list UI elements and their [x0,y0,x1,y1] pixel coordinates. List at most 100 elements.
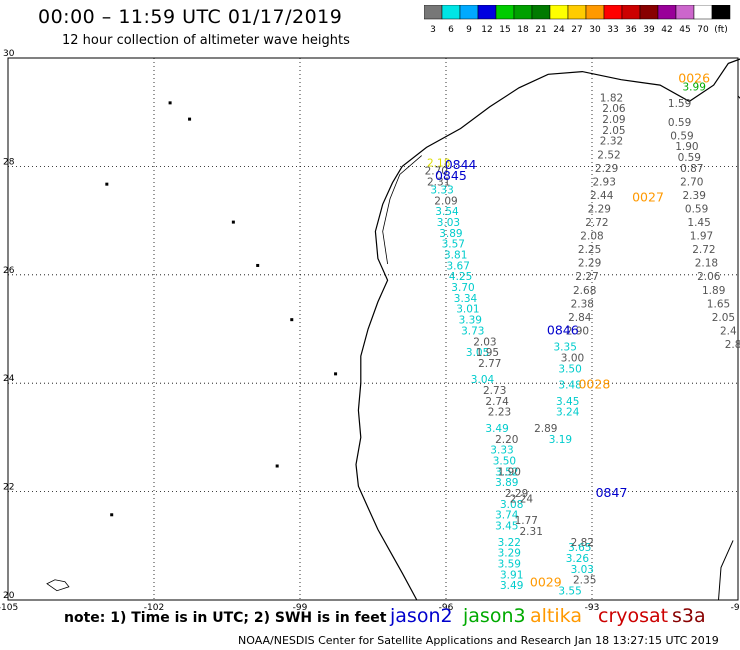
wave-height-label: 2.39 [683,190,706,202]
color-scale-label: 9 [466,25,472,35]
wave-height-label: 3.99 [683,82,706,94]
wave-height-label: 3.49 [485,423,508,435]
wave-height-label: 3.03 [437,217,460,229]
wave-height-label: 2.77 [478,358,501,370]
legend-altika: altika [530,605,582,627]
wave-height-label: 2.05 [602,125,625,137]
wave-height-label: 2.29 [588,204,611,216]
wave-height-label: 0.59 [668,117,691,129]
wave-height-label: 3.54 [435,206,459,218]
pass-time-label: 0029 [530,575,562,590]
wave-height-label: 2.74 [485,396,509,408]
wave-height-label: 3.04 [471,374,495,386]
wave-height-label: 2.29 [505,488,528,500]
wave-height-label: 2.24 [510,493,534,505]
pass-time-label: 0844 [445,157,477,172]
wave-height-label: 2.72 [692,244,715,256]
wave-height-label: 2.03 [473,336,496,348]
wave-height-label: 3.70 [451,282,474,294]
wave-height-label: 2.72 [585,217,608,229]
lake-marker [105,182,109,186]
wave-height-label: 2.27 [575,271,598,283]
wave-height-label: 1.95 [476,347,499,359]
color-scale-label: 12 [481,25,492,35]
lake-marker [231,220,235,224]
lake-marker [256,263,260,267]
y-tick-label: 24 [3,374,15,384]
wave-height-label: 1.90 [498,466,521,478]
wave-height-label: 3.26 [566,553,590,565]
wave-height-label: 3.73 [461,325,484,337]
lake-marker [290,318,294,322]
wave-height-label: 3.45 [556,396,579,408]
wave-height-label: 2.44 [590,190,614,202]
wave-height-label: 2.29 [578,258,601,270]
wave-height-label: 3.39 [459,315,482,327]
wave-height-label: 3.50 [558,363,581,375]
pass-time-label: 0845 [435,168,467,183]
wave-height-label: 2.73 [483,385,506,397]
wave-height-label: 2.23 [488,407,511,419]
wave-height-label: 2.09 [434,195,457,207]
wave-height-label: 1.65 [707,298,730,310]
wave-height-label: 1.82 [600,92,623,104]
wave-height-label: 0.59 [678,152,701,164]
wave-height-label: 0.59 [670,130,693,142]
wave-height-label: 3.05 [466,347,489,359]
wave-height-label: 2.31 [520,526,543,538]
color-scale-label: 15 [499,25,510,35]
wave-height-label: 3.35 [554,342,577,354]
legend-jason2: jason2 [390,605,453,627]
credit-line: NOAA/NESDIS Center for Satellite Applica… [238,634,719,647]
color-scale-label: 6 [448,25,454,35]
wave-height-label: 3.81 [444,250,467,262]
color-scale-label: 42 [661,25,672,35]
color-scale-label: 45 [679,25,690,35]
wave-height-label: 3.65 [568,542,591,554]
wave-height-label: 1.77 [515,515,538,527]
wave-height-label: 2.29 [595,163,618,175]
color-scale-label: 39 [643,25,655,35]
lake-marker [110,513,114,517]
wave-height-label: 2.4 [720,325,737,337]
color-swatch [711,5,731,20]
barrier-island [382,155,422,265]
wave-height-label: 2.18 [427,157,450,169]
wave-height-label: 2.84 [568,312,592,324]
wave-height-label: 2.32 [600,136,623,148]
reservoir-outline [46,579,70,592]
legend-s3a: s3a [672,605,706,627]
wave-height-label: 3.22 [498,537,521,549]
lake-marker [168,101,172,105]
color-scale-label: (ft) [714,25,728,35]
color-scale-label: 30 [589,25,601,35]
wave-height-label: 0.87 [680,163,703,175]
color-scale-label: 27 [571,25,582,35]
pass-time-label: 0027 [632,190,664,205]
wave-height-label: 2.35 [573,575,596,587]
wave-height-label: 3.33 [490,445,513,457]
wave-height-label: 3.74 [495,510,519,522]
wave-height-label: 2.09 [602,114,625,126]
y-tick-label: 30 [3,49,15,59]
wave-height-label: 2.31 [427,176,450,188]
wave-height-label: 2.90 [566,325,589,337]
wave-height-label: 2.08 [580,231,603,243]
wave-height-label: 2.05 [712,312,735,324]
x-tick-label: -99 [293,603,308,613]
wave-height-label: 1.90 [675,141,698,153]
wave-height-label: 2.25 [578,244,601,256]
color-scale-label: 18 [517,25,529,35]
lake-marker [188,117,192,121]
wave-height-label: 3.52 [495,466,518,478]
wave-height-label: 3.67 [447,260,470,272]
wave-height-label: 4.25 [449,271,472,283]
wave-height-label: 3.89 [495,477,518,489]
wave-height-label: 3.33 [430,185,453,197]
y-tick-label: 22 [3,483,14,493]
color-scale-label: 33 [607,25,618,35]
x-tick-label: -105 [0,603,18,613]
wave-height-label: 3.24 [556,407,580,419]
wave-height-label: 3.45 [495,521,518,533]
